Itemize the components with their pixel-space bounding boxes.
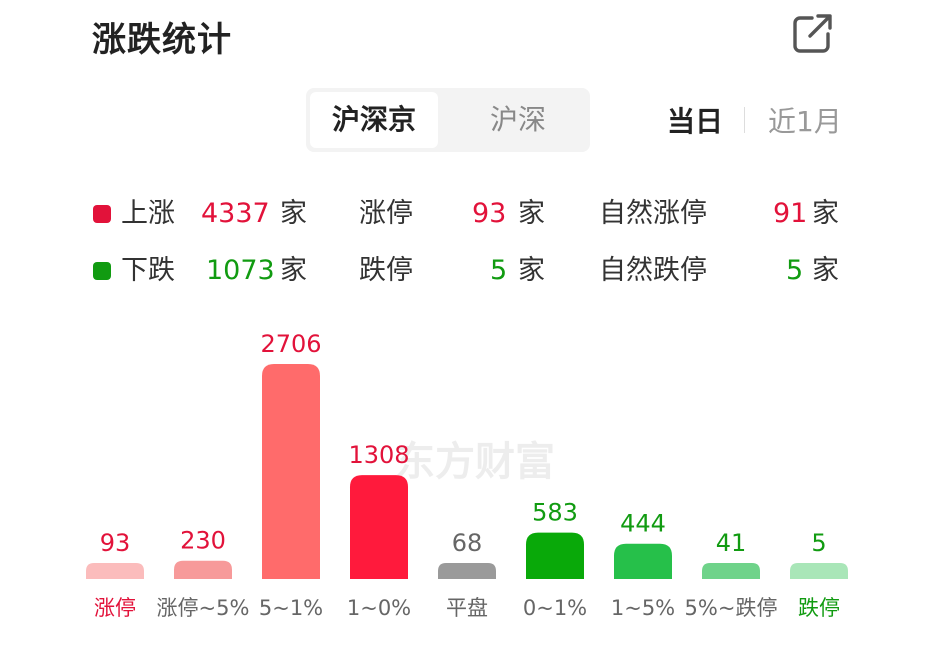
- category-label-0: 涨停: [94, 596, 136, 620]
- limit-up-count: 93: [472, 198, 507, 229]
- export-button[interactable]: [790, 12, 836, 56]
- bar-7[interactable]: [702, 563, 760, 579]
- bar-3[interactable]: [350, 475, 408, 579]
- bar-value-label-2: 2706: [260, 330, 321, 358]
- category-label-5: 0~1%: [523, 596, 587, 620]
- market-segmented-control: 沪深京 沪深: [306, 88, 590, 152]
- up-unit: 家: [280, 198, 307, 229]
- bar-value-label-0: 93: [100, 529, 131, 557]
- category-label-1: 涨停~5%: [157, 596, 250, 620]
- natural-limit-up-unit: 家: [812, 198, 839, 229]
- bar-value-label-8: 5: [811, 529, 826, 557]
- category-label-6: 1~5%: [611, 596, 675, 620]
- limit-down-unit: 家: [518, 255, 545, 286]
- bar-0[interactable]: [86, 563, 144, 579]
- bar-value-label-1: 230: [180, 527, 226, 555]
- up-count: 4337: [201, 198, 270, 229]
- bar-value-label-3: 1308: [348, 441, 409, 469]
- bar-4[interactable]: [438, 563, 496, 579]
- category-label-8: 跌停: [798, 596, 840, 620]
- down-count: 1073: [206, 255, 275, 286]
- external-link-icon: [793, 14, 832, 53]
- down-label: 下跌: [121, 255, 175, 286]
- period-divider: [744, 107, 745, 133]
- tab-recent-month[interactable]: 近1月: [768, 105, 842, 138]
- bar-value-label-5: 583: [532, 499, 578, 527]
- summary-row-up: 上涨 4337 家 涨停 93 家 自然涨停 91 家: [0, 194, 931, 234]
- bar-1[interactable]: [174, 560, 232, 579]
- bar-value-label-6: 444: [620, 510, 666, 538]
- down-dot-icon: [93, 262, 111, 280]
- bar-value-label-4: 68: [452, 529, 483, 557]
- limit-up-label: 涨停: [359, 198, 413, 229]
- tab-hushen[interactable]: 沪深: [489, 103, 546, 136]
- natural-limit-up-count: 91: [773, 198, 808, 229]
- natural-limit-down-count: 5: [786, 255, 804, 286]
- watermark-text: 东方财富: [395, 439, 555, 485]
- limit-down-label: 跌停: [359, 255, 413, 286]
- summary-row-down: 下跌 1073 家 跌停 5 家 自然跌停 5 家: [0, 251, 931, 291]
- up-label: 上涨: [121, 198, 175, 229]
- limit-up-unit: 家: [518, 198, 545, 229]
- tab-today[interactable]: 当日: [667, 105, 724, 138]
- category-label-3: 1~0%: [347, 596, 411, 620]
- natural-limit-down-unit: 家: [812, 255, 839, 286]
- up-dot-icon: [93, 205, 111, 223]
- bar-2[interactable]: [262, 364, 320, 579]
- natural-limit-up-label: 自然涨停: [599, 198, 707, 229]
- down-unit: 家: [280, 255, 307, 286]
- natural-limit-down-label: 自然跌停: [599, 255, 707, 286]
- category-label-4: 平盘: [446, 596, 488, 620]
- limit-down-count: 5: [490, 255, 508, 286]
- bar-value-label-7: 41: [716, 529, 747, 557]
- change-distribution-chart: 东方财富 93 涨停 230 涨停~5% 2706 5~1% 1308 1~0% 68 平盘 583 0…: [86, 330, 848, 620]
- bar-8[interactable]: [790, 563, 848, 579]
- tab-hushenjing[interactable]: 沪深京: [310, 92, 438, 148]
- category-label-7: 5%~跌停: [685, 596, 778, 620]
- bar-6[interactable]: [614, 543, 672, 579]
- category-label-2: 5~1%: [259, 596, 323, 620]
- bar-5[interactable]: [526, 532, 584, 579]
- page-title: 涨跌统计: [92, 20, 232, 60]
